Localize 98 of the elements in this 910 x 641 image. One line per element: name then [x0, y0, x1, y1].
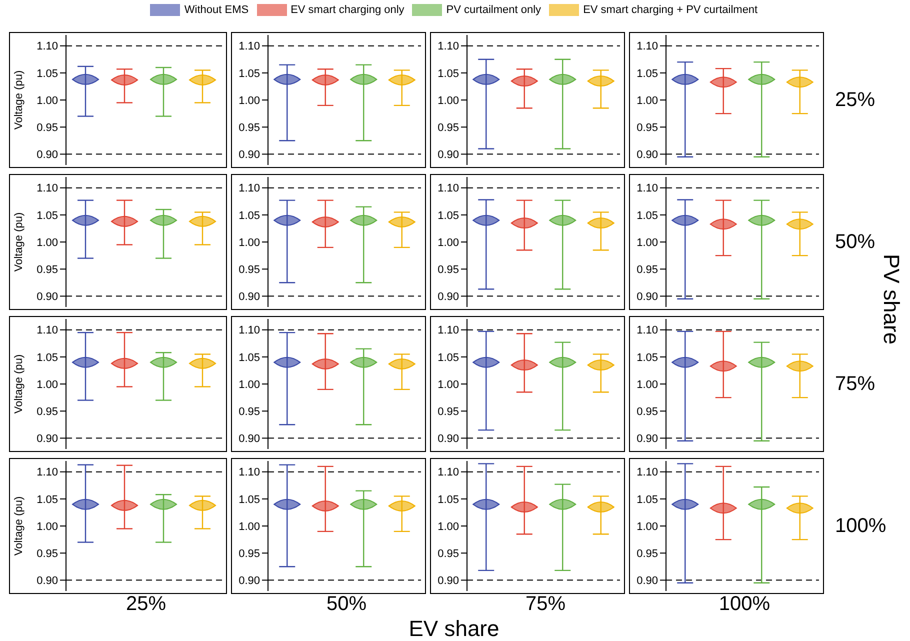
y-tick-label: 1.05	[238, 352, 260, 364]
x-axis-title: 75%	[524, 593, 567, 616]
y-tick-label: 1.00	[636, 520, 658, 533]
y-tick-label: 1.00	[636, 378, 658, 391]
legend-label: Without EMS	[184, 4, 249, 16]
y-tick-label: 1.00	[36, 378, 58, 391]
y-tick-label: 0.95	[238, 548, 260, 560]
y-tick-label: 0.95	[438, 264, 459, 276]
y-tick-label: 0.95	[636, 548, 658, 560]
y-tick-label: 1.05	[36, 210, 58, 222]
text: PV share	[878, 254, 904, 344]
legend-label: PV curtailment only	[446, 4, 542, 16]
y-tick-label: 1.00	[238, 236, 260, 249]
y-tick-label: 1.10	[238, 324, 260, 337]
y-tick-label: 1.10	[36, 182, 58, 195]
y-tick-label: 1.05	[438, 68, 459, 80]
y-tick-label: 1.00	[36, 94, 58, 107]
y-tick-label: 1.10	[636, 182, 658, 195]
y-tick-label: 0.95	[36, 122, 58, 134]
y-tick-label: 1.05	[238, 210, 260, 222]
y-tick-label: 0.95	[36, 406, 58, 418]
y-tick-label: 1.00	[438, 94, 459, 107]
y-tick-label: 0.90	[238, 433, 260, 446]
legend-label: EV smart charging only	[290, 4, 404, 16]
x-axis-title: 50%	[325, 593, 368, 616]
y2-axis-title: 25%	[835, 89, 876, 112]
y-tick-label: 1.05	[36, 68, 58, 80]
y-tick-label: 1.05	[636, 352, 658, 364]
y-tick-label: 0.95	[238, 406, 260, 418]
y-tick-label: 1.05	[438, 494, 459, 506]
y-tick-label: 0.90	[36, 433, 58, 446]
y-tick-label: 1.05	[438, 352, 459, 364]
y-tick-label: 1.10	[438, 40, 459, 53]
y-tick-label: 0.90	[438, 149, 459, 162]
y-tick-label: 1.10	[438, 182, 459, 195]
y-tick-label: 0.90	[438, 575, 459, 588]
y-tick-label: 1.10	[636, 40, 658, 53]
y-tick-label: 1.10	[438, 466, 459, 479]
y-tick-label: 1.05	[636, 68, 658, 80]
y-tick-label: 1.00	[238, 520, 260, 533]
y-tick-label: 0.95	[36, 548, 58, 560]
y-tick-label: 1.05	[238, 68, 260, 80]
legend-label: EV smart charging + PV curtailment	[583, 4, 758, 16]
y-axis-title: Voltage (pu)	[12, 496, 25, 556]
y-axis-title: Voltage (pu)	[12, 212, 25, 272]
y-tick-label: 1.05	[636, 494, 658, 506]
y-tick-label: 1.00	[438, 520, 459, 533]
y-tick-label: 1.10	[238, 182, 260, 195]
y-tick-label: 0.90	[438, 433, 459, 446]
y-tick-label: 0.95	[438, 548, 459, 560]
y-tick-label: 0.95	[438, 122, 459, 134]
y-tick-label: 1.10	[36, 40, 58, 53]
y-tick-label: 1.00	[36, 520, 58, 533]
y-tick-label: 0.90	[36, 291, 58, 304]
y-axis-title: Voltage (pu)	[12, 354, 25, 414]
y-tick-label: 0.95	[438, 406, 459, 418]
y-tick-label: 1.00	[36, 236, 58, 249]
y-tick-label: 0.95	[36, 264, 58, 276]
y-tick-label: 1.05	[36, 494, 58, 506]
y-tick-label: 0.90	[238, 149, 260, 162]
y-tick-label: 1.10	[238, 40, 260, 53]
y-tick-label: 0.95	[636, 122, 658, 134]
y-tick-label: 1.10	[36, 324, 58, 337]
x-axis-title: 100%	[718, 593, 772, 616]
y-tick-label: 1.10	[636, 466, 658, 479]
y2-axis-title: 100%	[835, 515, 886, 538]
y-tick-label: 1.10	[636, 324, 658, 337]
y-tick-label: 1.00	[438, 236, 459, 249]
y-tick-label: 0.95	[238, 264, 260, 276]
y-axis-title: Voltage (pu)	[12, 70, 25, 130]
y2-axis-title: 50%	[835, 231, 876, 254]
y-tick-label: 1.10	[36, 466, 58, 479]
y-tick-label: 0.90	[636, 575, 658, 588]
y-tick-label: 1.05	[238, 494, 260, 506]
text: EV share	[408, 616, 500, 641]
y-tick-label: 0.95	[636, 406, 658, 418]
y-tick-label: 0.95	[238, 122, 260, 134]
y-tick-label: 1.00	[238, 378, 260, 391]
y2-axis-title: 75%	[835, 373, 876, 396]
y-tick-label: 1.00	[636, 236, 658, 249]
y-tick-label: 1.05	[438, 210, 459, 222]
y-tick-label: 1.00	[238, 94, 260, 107]
y-tick-label: 0.95	[636, 264, 658, 276]
y-tick-label: 0.90	[36, 149, 58, 162]
y-tick-label: 0.90	[438, 291, 459, 304]
y-tick-label: 1.00	[438, 378, 459, 391]
y-tick-label: 0.90	[238, 291, 260, 304]
x-axis-title: 25%	[124, 593, 168, 616]
y-tick-label: 1.05	[36, 352, 58, 364]
y-tick-label: 1.10	[438, 324, 459, 337]
y-tick-label: 0.90	[636, 291, 658, 304]
y-tick-label: 1.10	[238, 466, 260, 479]
y-tick-label: 1.05	[636, 210, 658, 222]
y-tick-label: 0.90	[636, 433, 658, 446]
y-tick-label: 0.90	[238, 575, 260, 588]
y-tick-label: 1.00	[636, 94, 658, 107]
y-tick-label: 0.90	[36, 575, 58, 588]
y-tick-label: 0.90	[636, 149, 658, 162]
